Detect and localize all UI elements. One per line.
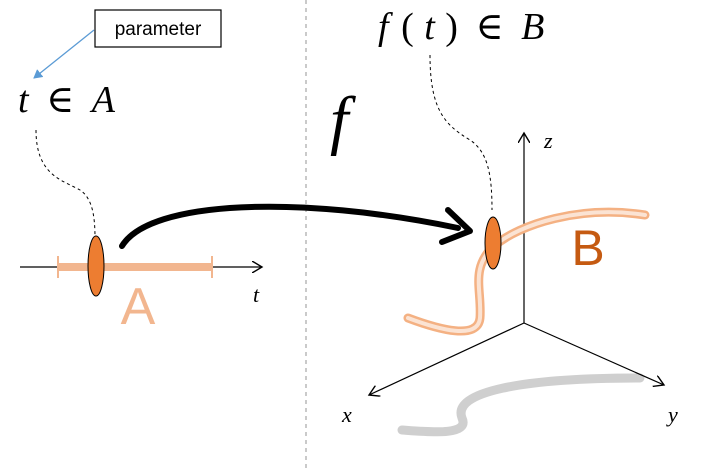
callout-arrow bbox=[33, 29, 95, 79]
t-axis-label: t bbox=[253, 282, 260, 307]
parameter-callout-label: parameter bbox=[115, 19, 202, 40]
param-in: ∈ bbox=[46, 79, 74, 121]
image-t: t bbox=[424, 6, 436, 48]
mapping-arrow bbox=[119, 203, 461, 249]
z-axis-label: z bbox=[543, 128, 553, 153]
image-f: f bbox=[378, 6, 393, 48]
param-leader bbox=[35, 129, 96, 239]
mapping-arrowhead bbox=[439, 207, 473, 245]
set-B-label: B bbox=[571, 220, 604, 276]
y-axis-label: y bbox=[666, 402, 678, 427]
param-var: t bbox=[18, 79, 30, 121]
interval-A bbox=[58, 263, 212, 271]
y-axis bbox=[523, 322, 664, 385]
x-axis-label: x bbox=[341, 402, 352, 427]
curve-B bbox=[406, 210, 647, 333]
set-A-label: A bbox=[121, 278, 156, 336]
parameter-callout-box bbox=[94, 9, 222, 48]
map-symbol: f bbox=[330, 84, 356, 157]
image-open: ( bbox=[401, 6, 414, 48]
curve-shadow bbox=[397, 373, 645, 437]
image-close: ) bbox=[445, 6, 458, 48]
image-set: B bbox=[521, 6, 544, 48]
image-leader bbox=[429, 54, 493, 211]
curve-B-outline bbox=[403, 207, 650, 336]
image-marker bbox=[484, 216, 502, 270]
image-in: ∈ bbox=[475, 6, 503, 48]
parameter-expression: t ∈ A bbox=[18, 79, 116, 121]
param-set: A bbox=[89, 79, 116, 121]
param-marker bbox=[87, 235, 105, 297]
image-expression: f ( t ) ∈ B bbox=[378, 6, 544, 48]
x-axis bbox=[369, 322, 525, 395]
